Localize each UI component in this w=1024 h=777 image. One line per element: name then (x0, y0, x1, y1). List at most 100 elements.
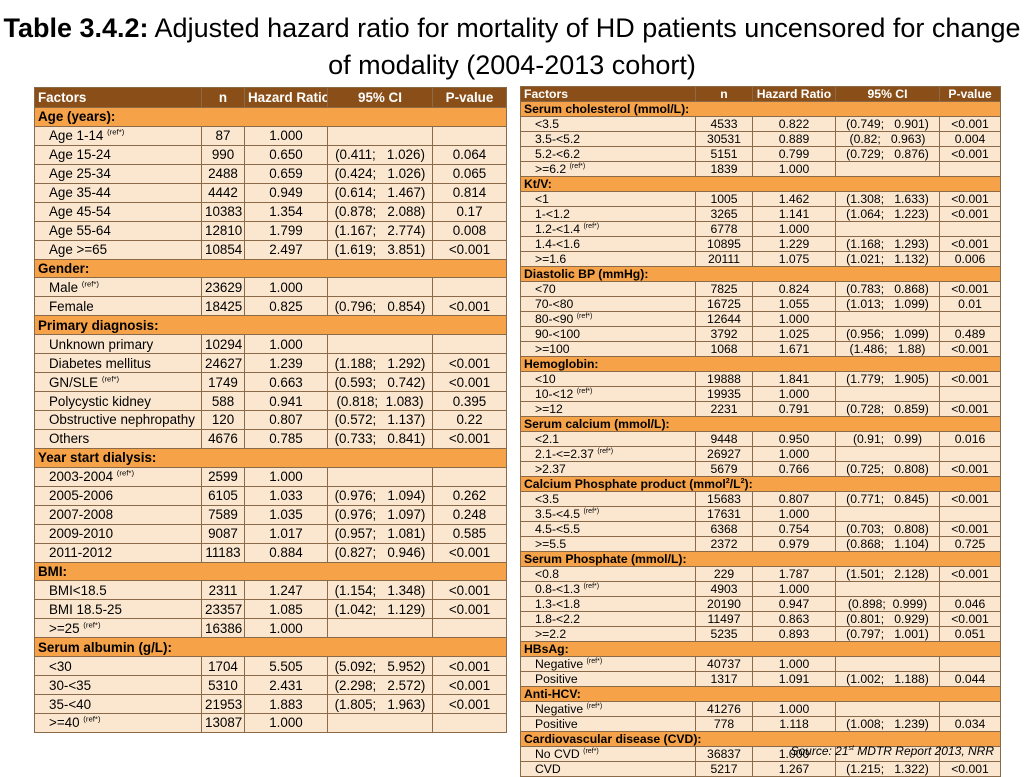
factor-cell: 2.1-<=2.37 (ref*) (520, 446, 696, 462)
n-cell: 11497 (695, 611, 753, 627)
table-row: Age 45-54 10383 1.354 (0.878; 2.088) 0.17 (34, 201, 507, 222)
factor-label: >=25 (49, 620, 80, 636)
header-n: n (201, 87, 245, 108)
table-row: 70-<80 16725 1.055 (1.013; 1.099) 0.01 (520, 296, 1001, 312)
hazard-ratio-cell: 0.824 (752, 281, 836, 297)
hazard-ratio-cell: 5.505 (244, 656, 328, 677)
p-value-cell: <0.001 (939, 401, 1001, 417)
table-row: 2009-2010 9087 1.017 (0.957; 1.081) 0.585 (34, 523, 507, 544)
hazard-ratio-cell: 1.000 (752, 506, 836, 522)
ci-cell: (0.729; 0.876) (835, 146, 940, 162)
factor-cell: 2011-2012 (34, 542, 202, 563)
factor-label: <3.5 (535, 492, 560, 506)
section-heading: Serum Phosphate (mmol/L): (520, 551, 1001, 567)
factor-cell: Female (34, 296, 202, 317)
ci-cell: (1.021; 1.132) (835, 251, 940, 267)
factor-label: >=5.5 (535, 537, 567, 551)
reference-marker: (ref*) (576, 312, 593, 320)
table-row: >=5.5 2372 0.979 (0.868; 1.104) 0.725 (520, 536, 1001, 552)
section-heading: Kt/V: (520, 176, 1001, 192)
factor-cell: BMI<18.5 (34, 580, 202, 601)
factor-cell: No CVD (ref*) (520, 746, 696, 762)
section-label: Gender: (38, 260, 90, 276)
n-cell: 11183 (201, 542, 245, 563)
n-cell: 3792 (695, 326, 753, 342)
hazard-ratio-cell: 0.754 (752, 521, 836, 537)
left-hazard-table: Factors n Hazard Ratio 95% CI P-value Ag… (34, 87, 507, 733)
hazard-ratio-cell: 0.950 (752, 431, 836, 447)
p-value-cell: 0.395 (432, 391, 507, 411)
factor-cell: 2007-2008 (34, 504, 202, 525)
reference-marker: (ref*) (597, 447, 614, 455)
table-row: 3.5-<4.5 (ref*) 17631 1.000 (520, 506, 1001, 522)
factor-label: 1.2-<1.4 (535, 222, 581, 236)
factor-label: >=6.2 (535, 162, 567, 176)
factor-cell: 3.5-<5.2 (520, 131, 696, 147)
section-row: Serum albumin (g/L): (34, 637, 507, 658)
factor-label: <70 (535, 282, 556, 296)
table-row: <3.5 15683 0.807 (0.771; 0.845) <0.001 (520, 491, 1001, 507)
p-value-cell: <0.001 (432, 675, 507, 696)
factor-cell: Age 35-44 (34, 182, 202, 203)
n-cell: 1005 (695, 191, 753, 207)
ci-cell: (0.593; 0.742) (327, 372, 433, 393)
hazard-ratio-cell: 0.822 (752, 116, 836, 132)
factor-label: 10-<12 (535, 387, 574, 401)
factor-cell: Positive (520, 716, 696, 732)
factor-cell: Unknown primary (34, 334, 202, 355)
ci-cell: (1.167; 2.774) (327, 220, 433, 241)
factor-cell: Negative (ref*) (520, 701, 696, 717)
section-row: Diastolic BP (mmHg): (520, 266, 1001, 282)
factor-label: <1 (535, 192, 549, 206)
section-label: Cardiovascular disease (CVD): (524, 732, 702, 746)
table-row: <30 1704 5.505 (5.092; 5.952) <0.001 (34, 656, 507, 677)
n-cell: 2231 (695, 401, 753, 417)
right-hazard-table: Factors n Hazard Ratio 95% CI P-value Se… (520, 86, 1001, 777)
hazard-ratio-cell: 1.000 (244, 466, 328, 487)
n-cell: 16725 (695, 296, 753, 312)
section-label: Serum calcium (mmol/L): (524, 417, 670, 431)
table-row: 3.5-<5.2 30531 0.889 (0.82; 0.963) 0.004 (520, 131, 1001, 147)
ci-cell: (0.956; 1.099) (835, 326, 940, 342)
factor-label: 2003-2004 (49, 469, 114, 485)
hazard-ratio-cell: 1.085 (244, 599, 328, 620)
factor-cell: 30-<35 (34, 675, 202, 696)
factor-cell: 10-<12 (ref*) (520, 386, 696, 402)
table-row: Positive 778 1.118 (1.008; 1.239) 0.034 (520, 716, 1001, 732)
header-hazard-ratio: Hazard Ratio (244, 87, 328, 108)
hazard-ratio-cell: 1.883 (244, 694, 328, 714)
section-heading: HBsAg: (520, 641, 1001, 657)
hazard-ratio-cell: 0.663 (244, 372, 328, 393)
factor-cell: Age 15-24 (34, 144, 202, 165)
table-row: >=6.2 (ref*) 1839 1.000 (520, 161, 1001, 177)
factor-label: Unknown primary (49, 336, 154, 352)
hazard-ratio-cell: 1.000 (244, 713, 328, 733)
p-value-cell: 0.064 (432, 144, 507, 165)
ci-cell: (1.308; 1.633) (835, 191, 940, 207)
reference-marker: (ref*) (583, 747, 599, 755)
factor-label: Age 1-14 (49, 128, 104, 144)
reference-marker: (ref*) (583, 582, 600, 590)
n-cell: 18425 (201, 296, 245, 317)
hazard-ratio-cell: 0.884 (244, 542, 328, 563)
table-row: <3.5 4533 0.822 (0.749; 0.901) <0.001 (520, 116, 1001, 132)
section-label: BMI: (38, 563, 68, 579)
factor-cell: <30 (34, 656, 202, 677)
ci-cell (835, 656, 940, 672)
ci-cell: (5.092; 5.952) (327, 656, 433, 677)
p-value-cell: <0.001 (432, 428, 507, 449)
p-value-cell (939, 506, 1001, 522)
p-value-cell: <0.001 (939, 206, 1001, 222)
table-header-row: Factors n Hazard Ratio 95% CI P-value (520, 86, 1001, 102)
section-label: Serum albumin (g/L): (38, 639, 172, 655)
hazard-ratio-cell: 0.979 (752, 536, 836, 552)
ci-cell: (1.501; 2.128) (835, 566, 940, 582)
p-value-cell: <0.001 (939, 116, 1001, 132)
ci-cell: (0.91; 0.99) (835, 431, 940, 447)
n-cell: 12644 (695, 311, 753, 327)
factor-cell: <3.5 (520, 116, 696, 132)
factor-label: Age 55-64 (49, 223, 111, 239)
factor-label: 2.1-<=2.37 (535, 447, 594, 461)
section-label: Kt/V: (524, 177, 552, 191)
hazard-ratio-cell: 0.791 (752, 401, 836, 417)
